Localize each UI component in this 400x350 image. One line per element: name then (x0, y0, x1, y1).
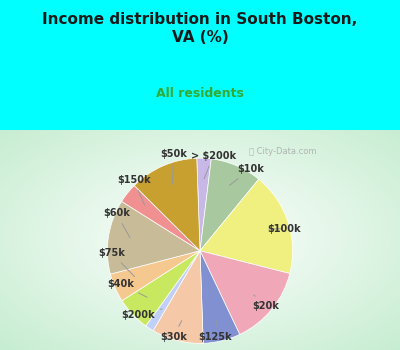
Text: $75k: $75k (98, 248, 134, 276)
Text: $125k: $125k (199, 321, 232, 342)
Wedge shape (200, 251, 290, 335)
Text: Income distribution in South Boston,
VA (%): Income distribution in South Boston, VA … (42, 12, 358, 45)
Text: $20k: $20k (253, 295, 280, 311)
Text: $60k: $60k (103, 208, 130, 238)
Text: $100k: $100k (267, 224, 301, 234)
Wedge shape (197, 158, 211, 251)
Text: $10k: $10k (230, 164, 264, 185)
Wedge shape (134, 158, 200, 251)
Wedge shape (122, 251, 200, 326)
Text: $30k: $30k (160, 321, 187, 342)
Wedge shape (122, 186, 200, 251)
Wedge shape (107, 202, 200, 274)
Wedge shape (200, 179, 293, 273)
Text: All residents: All residents (156, 87, 244, 100)
Text: ⓘ City-Data.com: ⓘ City-Data.com (248, 147, 316, 156)
Wedge shape (146, 251, 200, 331)
Wedge shape (153, 251, 203, 343)
Wedge shape (110, 251, 200, 301)
Text: $200k: $200k (122, 309, 162, 320)
Text: $50k: $50k (160, 149, 187, 184)
Text: $40k: $40k (107, 279, 147, 297)
Text: > $200k: > $200k (191, 151, 236, 179)
Text: $150k: $150k (117, 175, 151, 205)
Wedge shape (200, 159, 259, 251)
Wedge shape (200, 251, 240, 343)
